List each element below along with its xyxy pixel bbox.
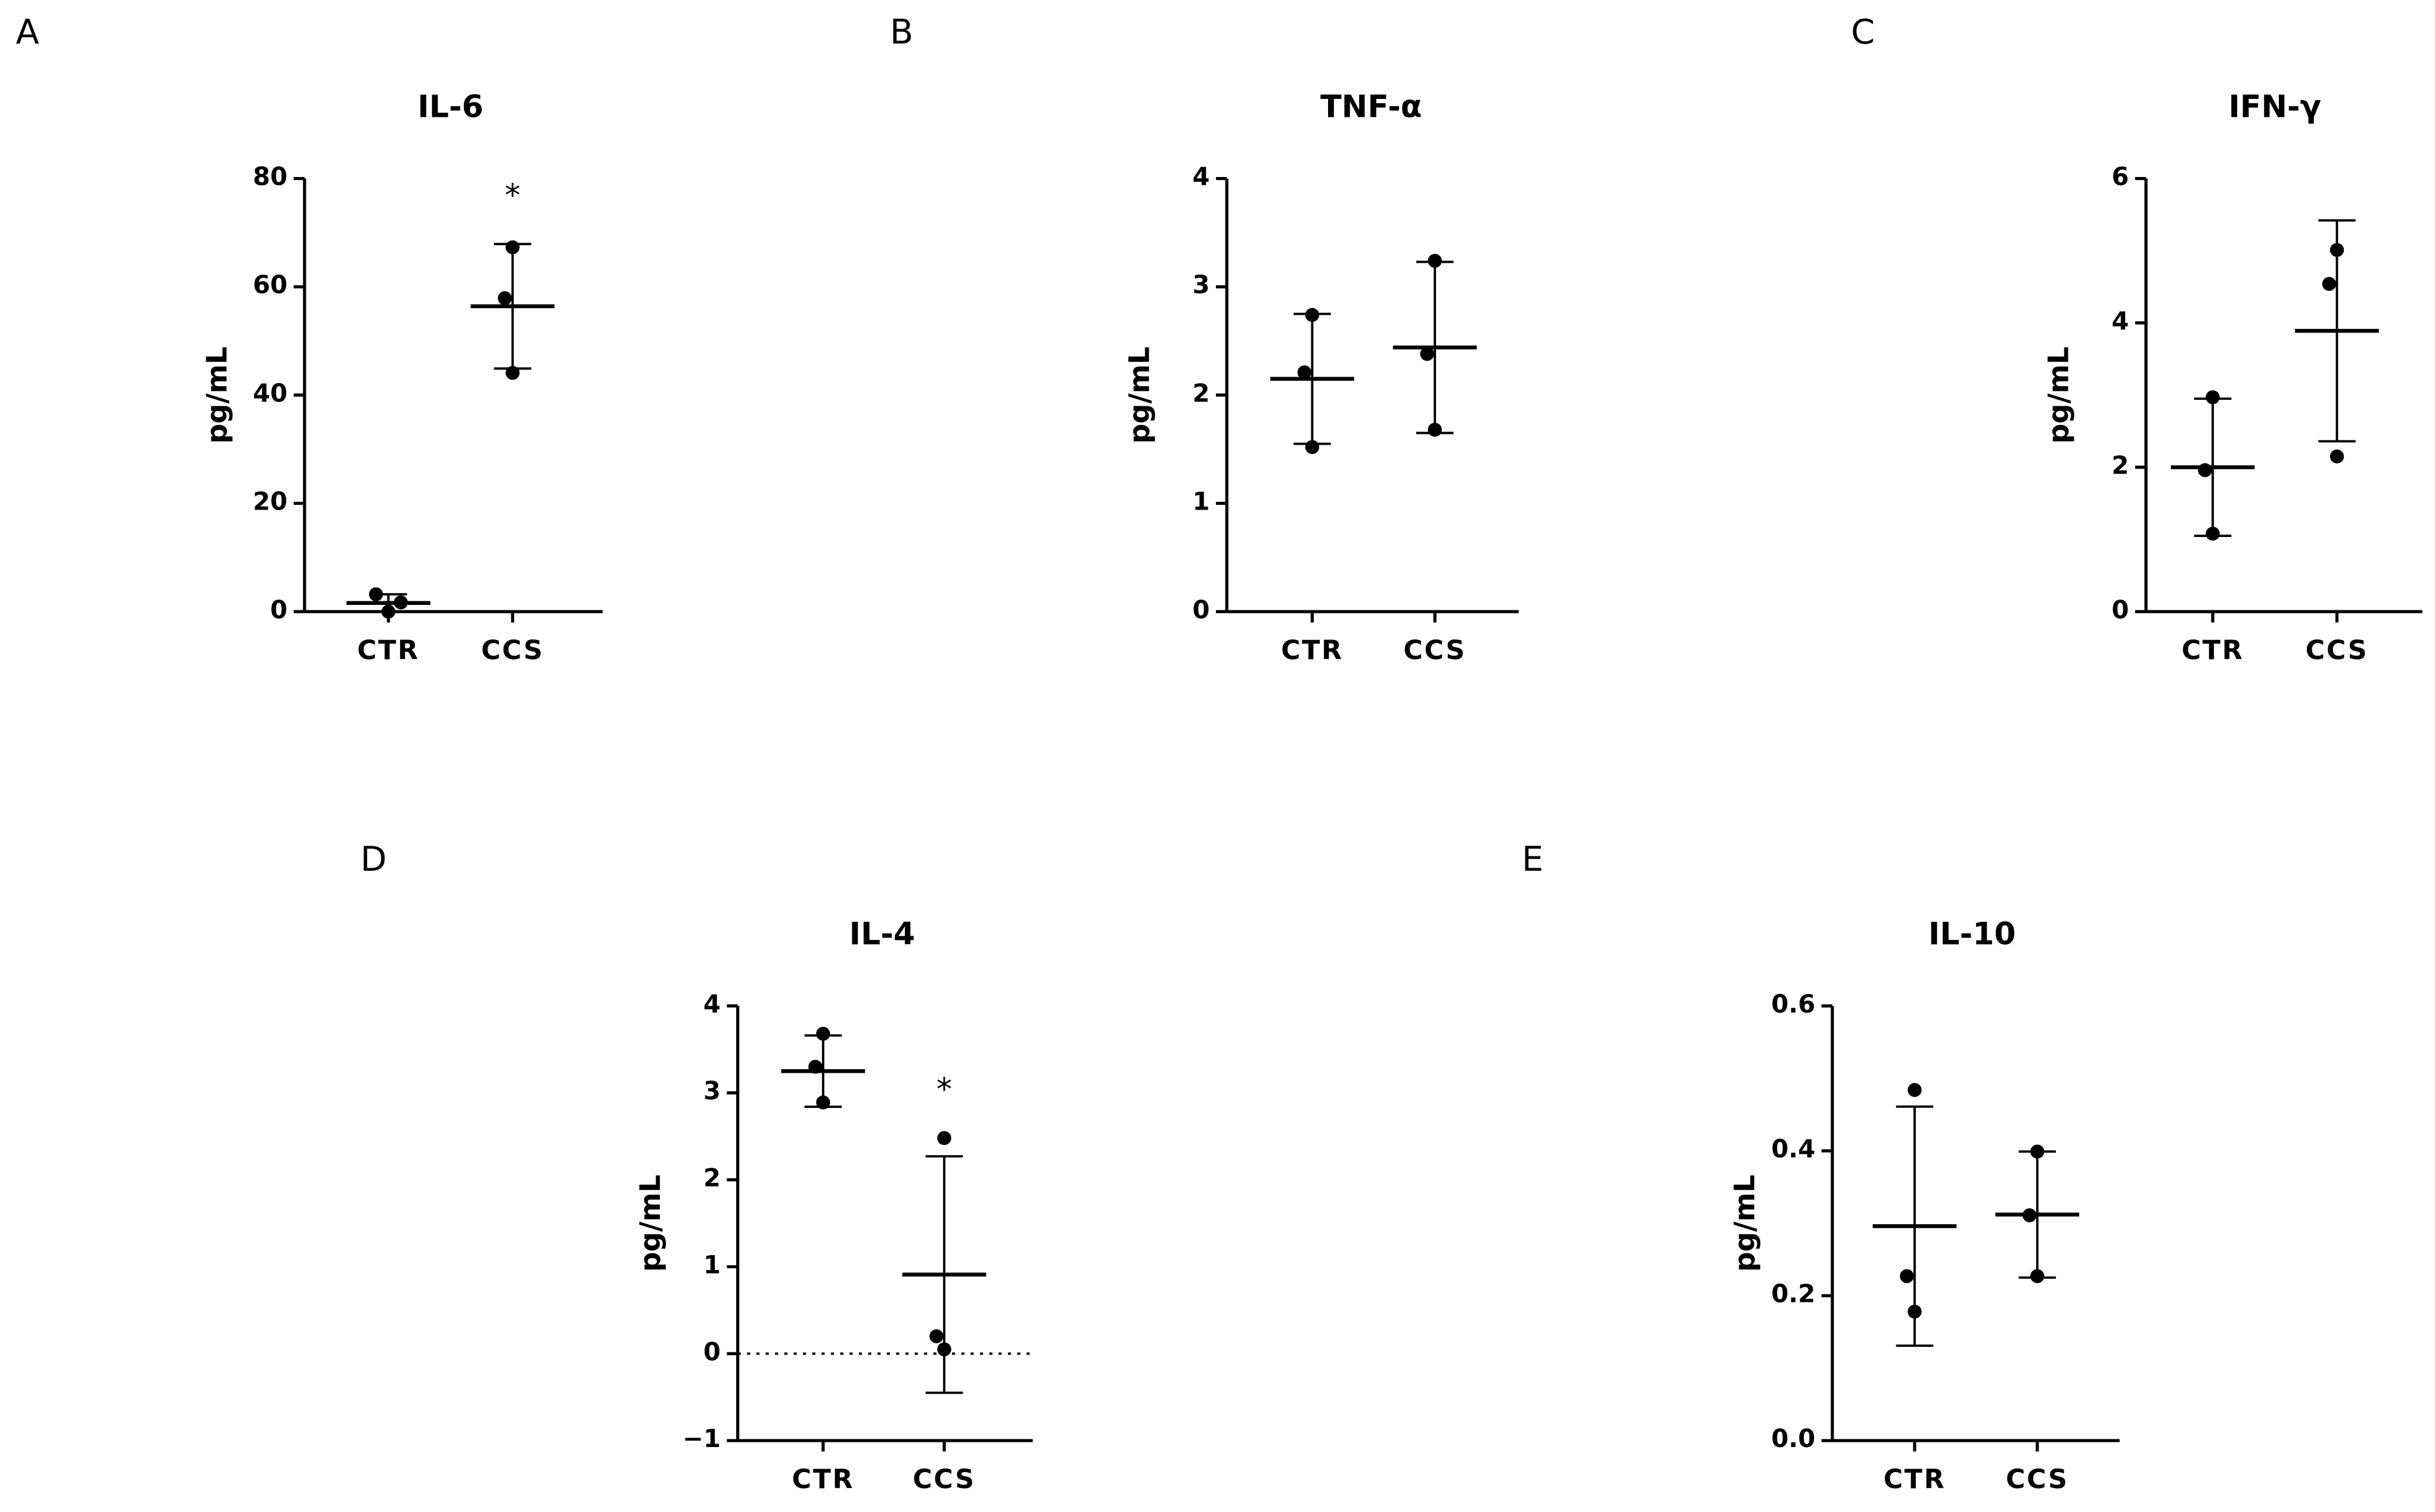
y-axis-label: pg/mL bbox=[1729, 1175, 1761, 1272]
data-point bbox=[1305, 308, 1320, 322]
data-point bbox=[929, 1329, 944, 1343]
chart-title: IFN-γ bbox=[2229, 89, 2322, 125]
data-point bbox=[1428, 253, 1442, 268]
y-tick-label: 2 bbox=[703, 1163, 721, 1193]
y-tick-label: 4 bbox=[1192, 162, 1209, 191]
data-point bbox=[2198, 463, 2212, 477]
x-tick-label: CCS bbox=[2006, 1464, 2069, 1495]
y-tick-label: 0.6 bbox=[1772, 989, 1816, 1019]
y-axis-label: pg/mL bbox=[634, 1175, 667, 1272]
y-tick-label: 0.2 bbox=[1772, 1279, 1816, 1308]
y-tick-label: 3 bbox=[703, 1076, 721, 1106]
data-point bbox=[1297, 365, 1312, 380]
y-tick-label: 2 bbox=[2111, 451, 2129, 480]
x-tick-label: CTR bbox=[792, 1464, 855, 1495]
panel-label: D bbox=[361, 839, 387, 879]
data-point bbox=[369, 587, 383, 601]
data-point bbox=[1428, 423, 1442, 437]
data-point bbox=[2206, 390, 2220, 405]
y-tick-label: 3 bbox=[1192, 270, 1209, 299]
data-point bbox=[1907, 1305, 1922, 1319]
y-tick-label: 0 bbox=[2111, 595, 2129, 624]
data-point bbox=[816, 1026, 830, 1041]
panel-label: E bbox=[1522, 839, 1543, 879]
y-tick-label: −1 bbox=[683, 1424, 721, 1453]
data-point bbox=[2023, 1208, 2037, 1222]
data-point bbox=[2206, 526, 2220, 541]
x-tick-label: CCS bbox=[2306, 635, 2368, 666]
y-axis-label: pg/mL bbox=[1123, 346, 1156, 443]
y-tick-label: 4 bbox=[703, 989, 721, 1019]
data-point bbox=[2030, 1144, 2045, 1159]
x-tick-label: CCS bbox=[481, 635, 544, 666]
y-axis-label: pg/mL bbox=[2042, 346, 2075, 443]
x-tick-label: CTR bbox=[2182, 635, 2244, 666]
y-tick-label: 0 bbox=[1192, 595, 1209, 624]
x-tick-label: CTR bbox=[1884, 1464, 1946, 1495]
data-point bbox=[937, 1131, 951, 1145]
x-tick-label: CCS bbox=[1403, 635, 1466, 666]
panel-label: B bbox=[890, 12, 913, 52]
data-point bbox=[381, 604, 396, 619]
y-tick-label: 0.0 bbox=[1772, 1424, 1816, 1453]
chart-title: IL-10 bbox=[1928, 917, 2016, 952]
data-point bbox=[498, 291, 512, 306]
y-tick-label: 2 bbox=[1192, 378, 1209, 408]
x-tick-label: CCS bbox=[913, 1464, 976, 1495]
y-tick-label: 60 bbox=[253, 270, 287, 299]
data-point bbox=[2030, 1269, 2045, 1283]
chart-title: IL-4 bbox=[849, 917, 915, 952]
data-point bbox=[505, 240, 520, 254]
y-tick-label: 4 bbox=[2111, 306, 2129, 336]
data-point bbox=[1900, 1269, 1914, 1283]
data-point bbox=[2329, 243, 2344, 257]
x-tick-label: CTR bbox=[357, 635, 420, 666]
data-point bbox=[816, 1095, 830, 1110]
significance-mark: * bbox=[505, 178, 520, 213]
significance-mark: * bbox=[936, 1072, 952, 1107]
panel-label: C bbox=[1851, 12, 1875, 52]
y-tick-label: 80 bbox=[253, 162, 287, 191]
y-tick-label: 40 bbox=[253, 378, 287, 408]
y-tick-label: 1 bbox=[1192, 487, 1209, 516]
data-point bbox=[2322, 277, 2337, 291]
data-point bbox=[1305, 440, 1320, 454]
data-point bbox=[505, 365, 520, 380]
data-point bbox=[393, 595, 408, 610]
y-axis-label: pg/mL bbox=[201, 346, 234, 443]
panel-label: A bbox=[15, 12, 39, 52]
data-point bbox=[1907, 1083, 1922, 1097]
y-tick-label: 6 bbox=[2111, 162, 2129, 191]
y-tick-label: 0.4 bbox=[1772, 1134, 1816, 1163]
chart-title: TNF-α bbox=[1320, 89, 1422, 125]
data-point bbox=[1420, 347, 1434, 361]
data-point bbox=[808, 1060, 823, 1074]
y-tick-label: 20 bbox=[253, 487, 287, 516]
data-point bbox=[937, 1342, 951, 1356]
y-tick-label: 0 bbox=[270, 595, 287, 624]
chart-title: IL-6 bbox=[418, 89, 483, 125]
y-tick-label: 1 bbox=[703, 1250, 721, 1279]
y-tick-label: 0 bbox=[703, 1337, 721, 1366]
x-tick-label: CTR bbox=[1281, 635, 1344, 666]
data-point bbox=[2329, 449, 2344, 464]
